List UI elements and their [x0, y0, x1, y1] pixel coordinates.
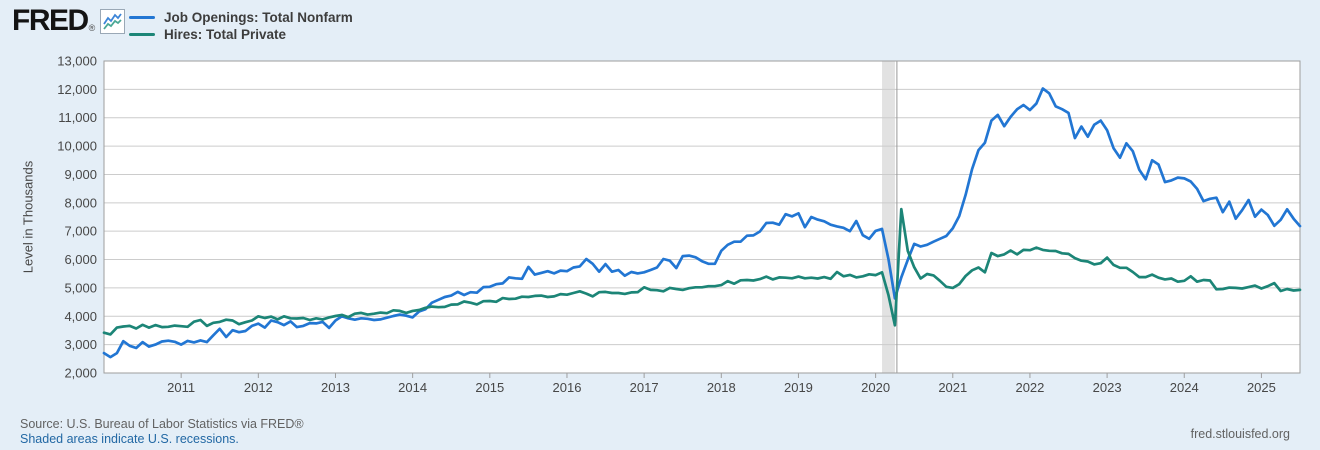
series-line-job-openings[interactable]	[102, 87, 1302, 359]
recession-note-link[interactable]: Shaded areas indicate U.S. recessions.	[20, 432, 239, 446]
chart-plot-area[interactable]: 2,000 3,000 4,000 5,000 6,000 7,000 8,000 9,000…	[0, 0, 1320, 400]
fred-logo[interactable]: FRED ®	[12, 4, 126, 37]
x-tick-label: 2018	[707, 380, 736, 395]
x-tick-label: 2022	[1015, 380, 1044, 395]
x-tick-label: 2017	[630, 380, 659, 395]
recession-band	[882, 61, 895, 373]
legend-swatch-hires	[129, 33, 155, 36]
y-tick-label: 11,000	[58, 110, 97, 125]
fred-logo-text: FRED	[12, 4, 89, 37]
x-tick-label: 2011	[167, 380, 195, 395]
x-tick-label: 2025	[1247, 380, 1276, 395]
legend-item-hires[interactable]: Hires: Total Private	[129, 26, 353, 43]
x-tick-label: 2014	[398, 380, 427, 395]
registered-mark: ®	[88, 23, 96, 33]
x-tick-label: 2020	[861, 380, 890, 395]
y-tick-label: 8,000	[64, 195, 97, 210]
source-text: Source: U.S. Bureau of Labor Statistics …	[20, 417, 304, 431]
y-tick-label: 6,000	[64, 252, 97, 267]
y-tick-label: 5,000	[64, 280, 97, 295]
series-line-hires[interactable]	[102, 207, 1302, 336]
legend-label-job-openings: Job Openings: Total Nonfarm	[164, 9, 353, 25]
x-tick-label: 2023	[1093, 380, 1122, 395]
chart-legend: Job Openings: Total Nonfarm Hires: Total…	[129, 9, 353, 43]
legend-item-job-openings[interactable]: Job Openings: Total Nonfarm	[129, 9, 353, 26]
x-tick-label: 2016	[553, 380, 582, 395]
y-tick-label: 12,000	[57, 82, 97, 97]
y-tick-label: 10,000	[57, 139, 97, 154]
x-tick-label: 2012	[244, 380, 273, 395]
x-tick-label: 2024	[1170, 380, 1199, 395]
site-link[interactable]: fred.stlouisfed.org	[1190, 427, 1290, 441]
y-tick-label: 9,000	[64, 167, 97, 182]
x-tick-label: 2021	[938, 380, 967, 395]
plot-border	[103, 60, 1301, 374]
legend-label-hires: Hires: Total Private	[164, 26, 287, 42]
y-tick-label: 13,000	[57, 54, 97, 69]
x-tick-label: 2015	[475, 380, 504, 395]
x-tick-label: 2013	[321, 380, 350, 395]
x-tick-label: 2019	[784, 380, 813, 395]
y-tick-label: 4,000	[64, 309, 97, 324]
y-tick-label: 2,000	[64, 366, 97, 381]
legend-swatch-job-openings	[129, 16, 155, 19]
y-tick-label: 7,000	[64, 224, 97, 239]
y-tick-label: 3,000	[64, 337, 97, 352]
plot-background	[104, 61, 1300, 373]
fred-logo-chart-icon	[100, 9, 126, 34]
